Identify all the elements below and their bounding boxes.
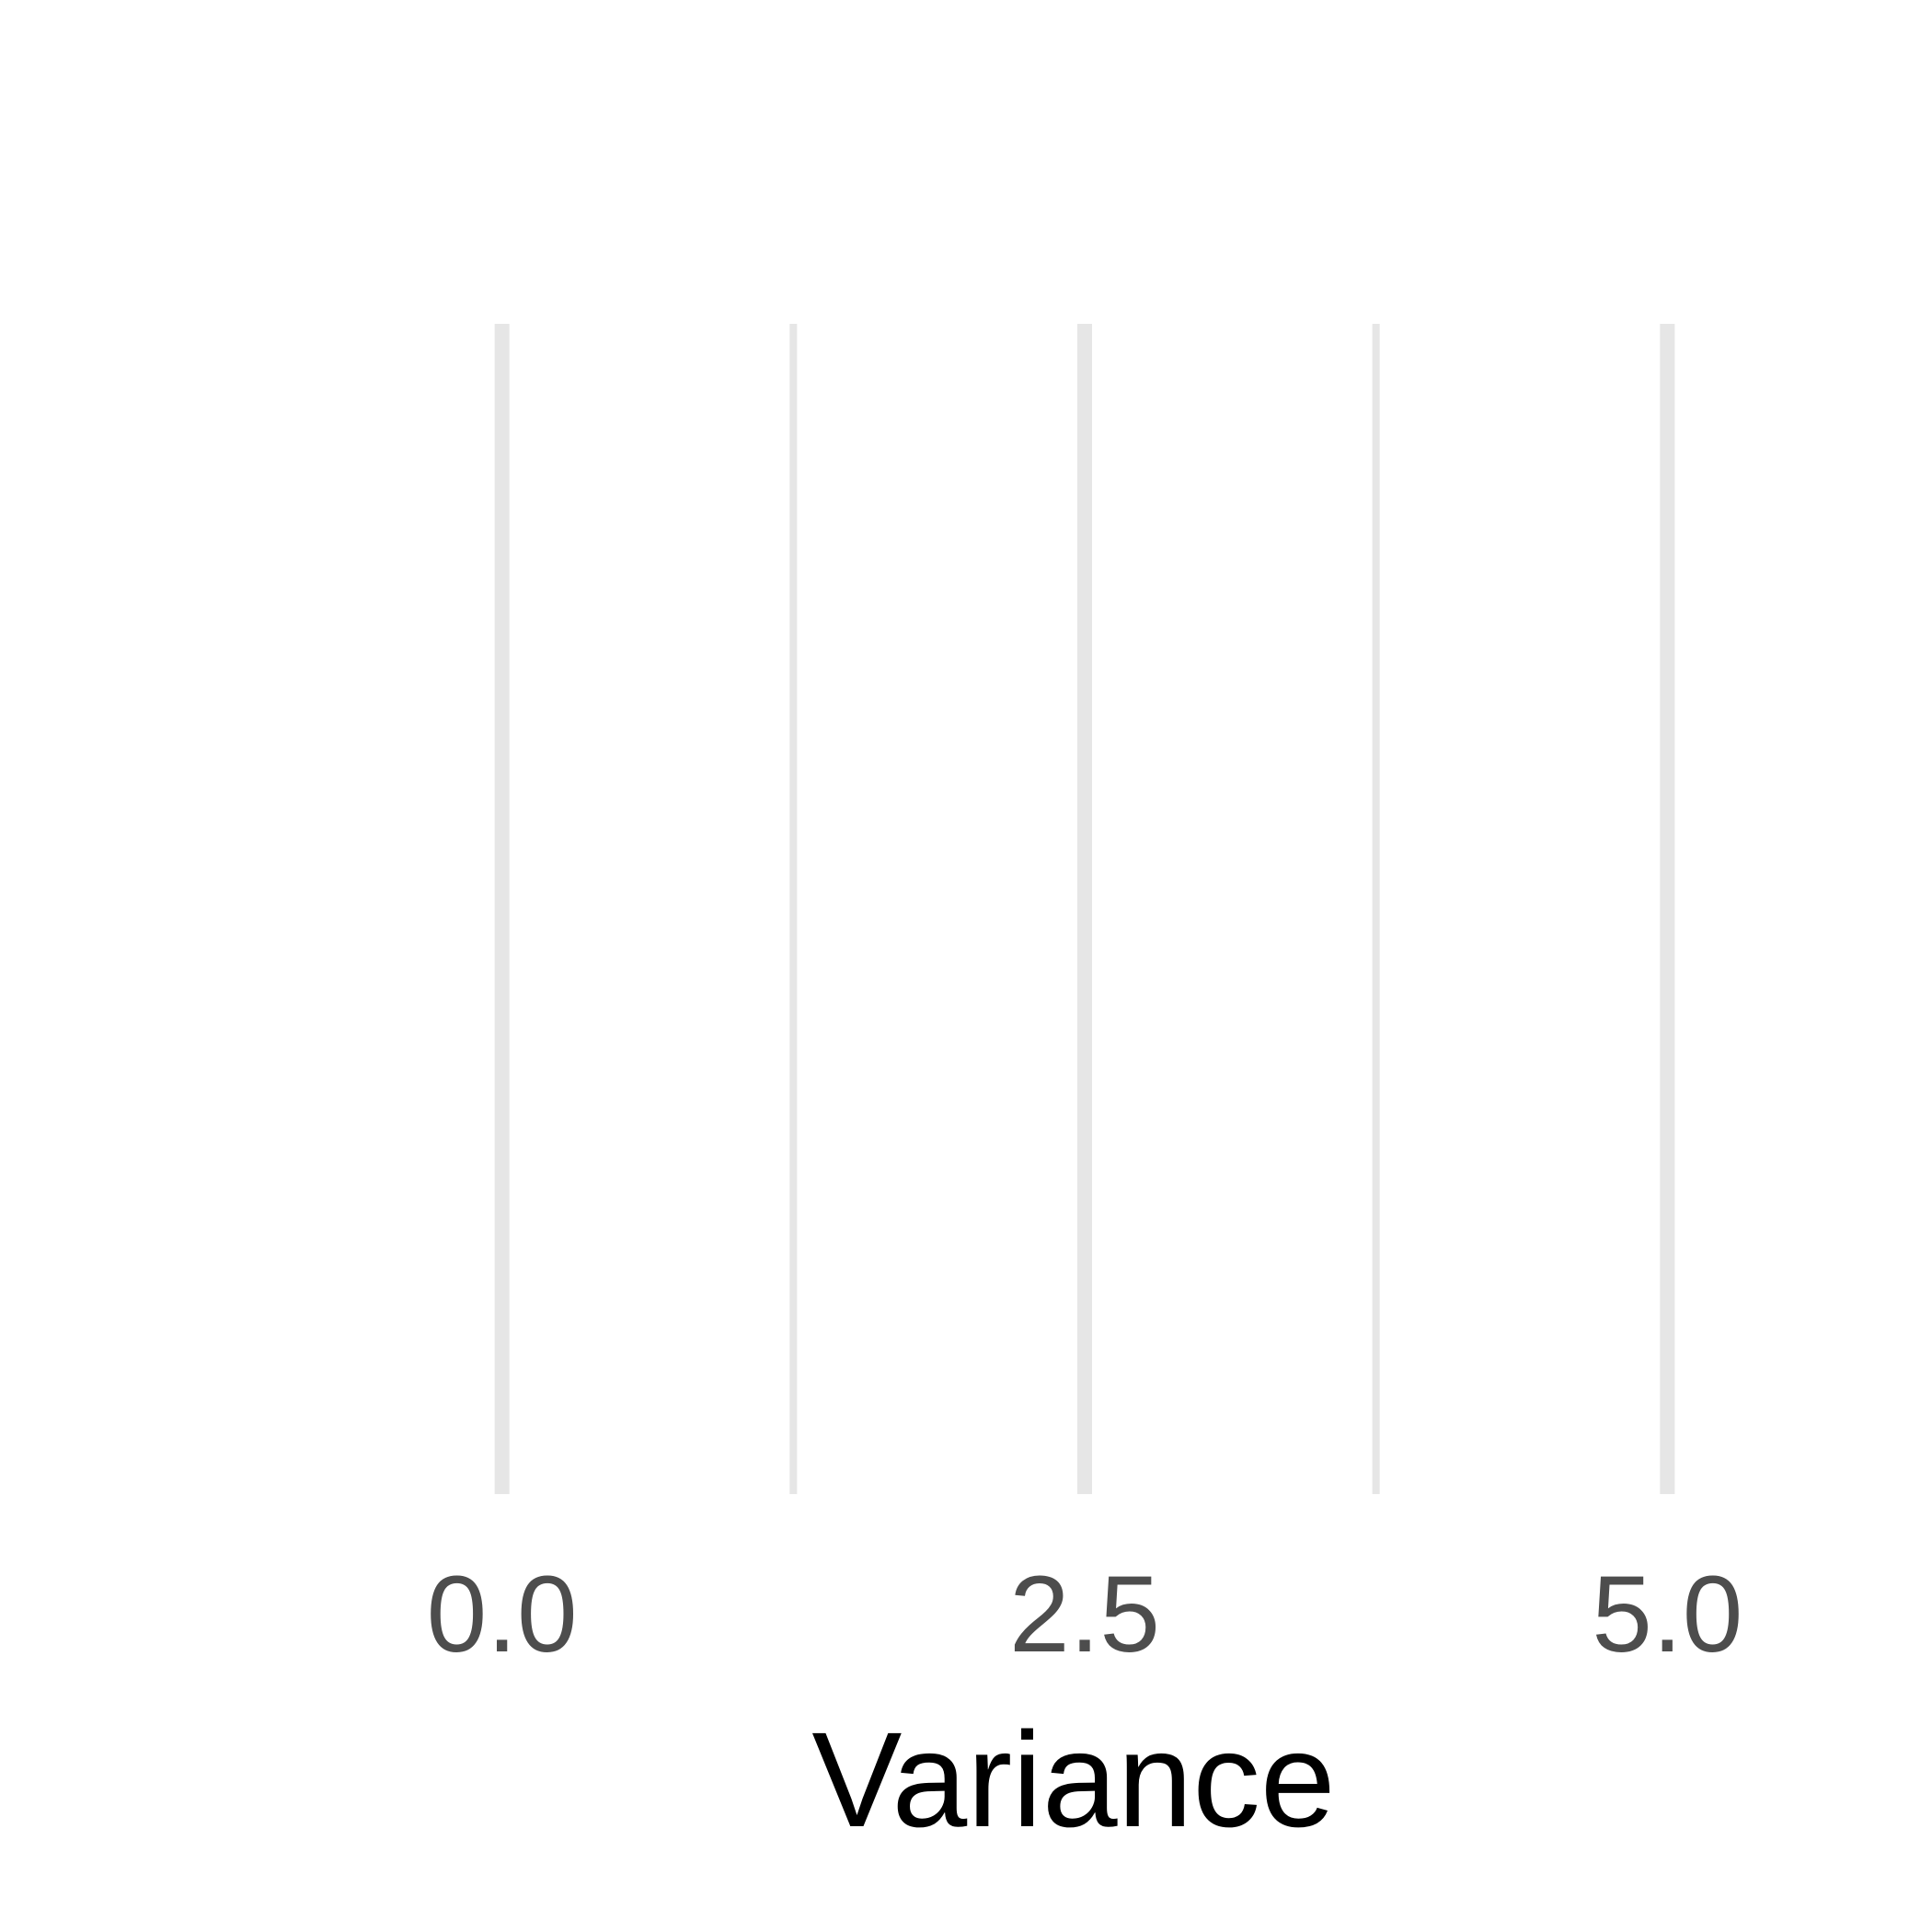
x-axis-title: Variance: [811, 1705, 1335, 1856]
x-tick-labels: 0.0 2.5 5.0: [427, 1554, 1743, 1675]
x-tick-label: 2.5: [1009, 1554, 1160, 1675]
x-tick-label: 5.0: [1592, 1554, 1742, 1675]
x-tick-label: 0.0: [427, 1554, 578, 1675]
gridlines: [494, 324, 1675, 1494]
